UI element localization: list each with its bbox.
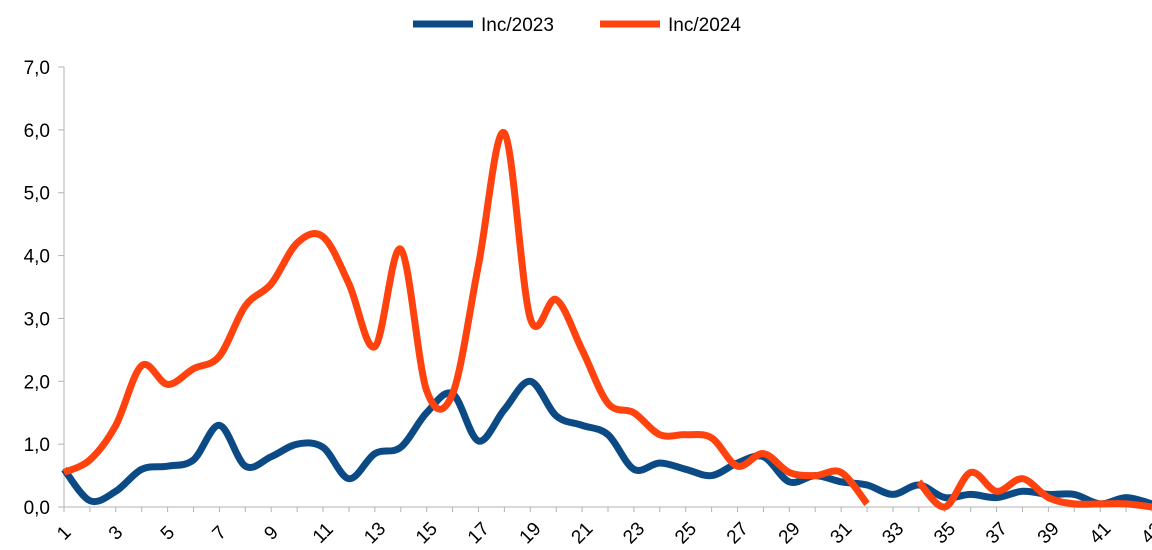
x-tick-label: 23 (619, 518, 649, 548)
legend-label: Inc/2023 (481, 15, 554, 36)
series-line (61, 377, 1152, 508)
x-tick-label: 21 (568, 518, 598, 548)
x-tick-label: 1 (53, 522, 75, 544)
x-tick-label: 9 (260, 522, 282, 544)
y-tick-label: 1,0 (24, 435, 50, 456)
x-tick-label: 31 (827, 518, 857, 548)
y-tick-label: 6,0 (24, 121, 50, 142)
x-tick-label: 17 (464, 518, 494, 548)
x-tick-label: 39 (1034, 518, 1064, 548)
x-tick-label: 11 (309, 519, 338, 548)
x-tick-label: 13 (360, 518, 390, 548)
x-tick-label: 29 (775, 518, 805, 548)
axes: 0,01,02,03,04,05,06,07,01 3 5 7 9 11 13 15 17 19 2… (24, 58, 1152, 548)
series-inc-2024 (62, 129, 1152, 511)
series-inc-2023 (61, 377, 1152, 508)
legend-item: Inc/2023 (413, 15, 554, 36)
x-tick-label: 25 (671, 518, 701, 548)
x-tick-label: 27 (723, 518, 753, 548)
y-tick-label: 2,0 (24, 372, 50, 393)
x-tick-label: 33 (878, 518, 908, 548)
y-tick-label: 0,0 (24, 498, 50, 519)
series-line (62, 129, 870, 507)
plot-area (61, 129, 1152, 511)
legend-item: Inc/2024 (600, 15, 741, 36)
x-tick-label: 19 (516, 518, 546, 548)
x-tick-label: 35 (930, 518, 960, 548)
y-tick-label: 5,0 (24, 184, 50, 205)
x-tick-label: 7 (209, 522, 231, 544)
legend: Inc/2023 Inc/2024 (413, 15, 741, 36)
x-tick-label: 15 (412, 518, 442, 548)
x-tick-label: 43 (1137, 518, 1152, 548)
series-line (916, 468, 1152, 511)
x-tick-label: 5 (157, 522, 179, 544)
y-tick-label: 4,0 (24, 247, 50, 268)
x-tick-label: 3 (105, 522, 127, 544)
y-tick-label: 3,0 (24, 309, 50, 330)
x-tick-label: 41 (1086, 518, 1116, 548)
legend-label: Inc/2024 (668, 15, 741, 36)
y-tick-label: 7,0 (24, 58, 50, 79)
x-tick-label: 37 (982, 518, 1012, 548)
